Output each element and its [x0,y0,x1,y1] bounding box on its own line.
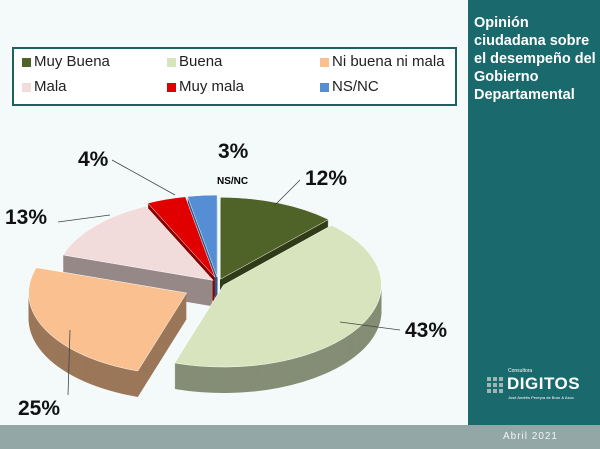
legend-label: Muy mala [179,78,245,95]
title-panel [468,0,600,425]
pie-slice [62,205,214,281]
leader-line [111,159,176,196]
ns-nc-annotation: NS/NC [217,176,248,187]
legend-swatch [320,82,329,92]
data-label: 12% [305,167,347,190]
pie-slice [28,267,188,372]
legend-swatch [167,57,176,67]
leader-line [339,321,401,331]
data-label: 43% [405,319,447,342]
legend-swatch [22,82,31,92]
legend-label: NS/NC [332,78,379,95]
legend-swatch [320,57,329,67]
data-label: 13% [5,206,47,229]
legend-label: Mala [34,78,67,95]
data-label: 25% [18,397,60,420]
logo: Consultora DIGITOS José Andrés Pereyra d… [487,368,597,402]
logo-small: Consultora [508,368,533,374]
legend: Muy Buena Buena Ni buena ni mala Mala Muy ma… [12,47,457,106]
leader-line [274,179,301,206]
pie-slice [147,196,216,278]
legend-item: Muy Buena [22,53,110,71]
pie-slice [174,224,382,368]
logo-name: DIGITOS [507,374,581,393]
logo-sub: José Andrés Pereyra de Brun & Asoc [508,395,574,400]
legend-swatch [22,57,31,67]
pie-slice [220,197,330,280]
legend-item: Buena [167,53,222,71]
footer-bar [0,425,600,449]
legend-item: Muy mala [167,78,244,96]
legend-item: Mala [22,78,67,96]
legend-item: NS/NC [320,78,379,96]
leader-line [57,214,111,223]
pie-slice [187,194,218,278]
leader-line [67,329,71,396]
logo-grid-icon [487,376,504,393]
data-label: 3% [218,140,249,163]
legend-label: Buena [179,53,223,70]
chart-title: Opinión ciudadana sobre el desempeño del… [474,15,596,103]
legend-label: Muy Buena [34,53,110,70]
pie-chart: 12% 43% 25% 13% 4% 3% NS/NC [5,140,447,420]
legend-item: Ni buena ni mala [320,53,445,71]
legend-label: Ni buena ni mala [332,53,445,70]
data-label: 4% [78,148,109,171]
date: Abril 2021 [502,431,558,442]
legend-swatch [167,82,176,92]
